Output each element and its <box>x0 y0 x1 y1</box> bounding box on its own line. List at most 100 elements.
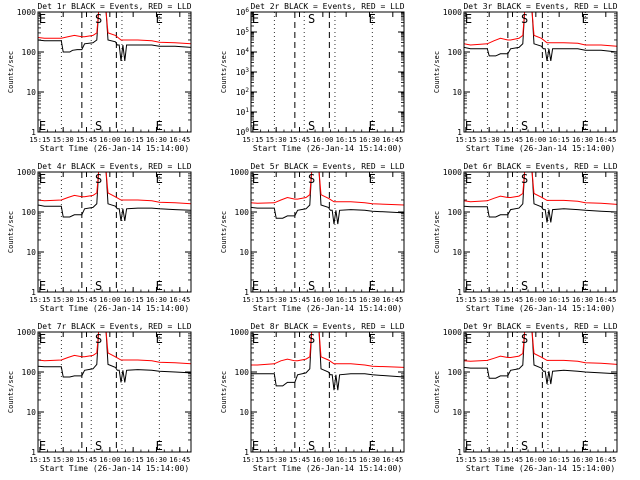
event-marker-label: E <box>39 172 46 186</box>
y-tick-label: 10 <box>239 248 249 257</box>
x-tick-label: 15:45 <box>502 456 523 464</box>
x-tick-label: 16:45 <box>595 296 616 304</box>
x-tick-label: 15:45 <box>502 136 523 144</box>
panel-title: Det 2r BLACK = Events, RED = LLD <box>250 2 404 11</box>
event-marker-label: E <box>39 12 46 26</box>
event-marker-label-bottom: E <box>582 119 589 133</box>
event-marker-label: S <box>95 172 102 186</box>
y-tick-label: 1000 <box>17 328 36 337</box>
event-marker-label-bottom: E <box>465 279 472 293</box>
y-tick-label: 100 <box>22 368 37 377</box>
event-marker-label-bottom: S <box>95 439 102 453</box>
x-tick-label: 16:15 <box>336 456 357 464</box>
panel-det-9r: Det 9r BLACK = Events, RED = LLDEESSEE11… <box>433 322 618 473</box>
x-axis-label: Start Time (26-Jan-14 15:14:00) <box>253 304 402 313</box>
plot-area <box>251 332 404 391</box>
event-marker-label-bottom: E <box>582 439 589 453</box>
panel-det-2r: Det 2r BLACK = Events, RED = LLDEESSEE10… <box>220 2 405 153</box>
event-marker-label: S <box>521 172 528 186</box>
event-marker-label: S <box>521 12 528 26</box>
panel-title: Det 5r BLACK = Events, RED = LLD <box>250 162 404 171</box>
y-axis-label: Counts/sec <box>433 51 441 93</box>
x-tick-label: 16:45 <box>169 456 190 464</box>
x-tick-label: 16:15 <box>549 296 570 304</box>
x-tick-label: 16:30 <box>359 296 380 304</box>
lld-series-line <box>464 332 617 365</box>
event-marker-label-bottom: E <box>156 439 163 453</box>
y-axis-label: Counts/sec <box>7 51 15 93</box>
event-marker-label-bottom: E <box>156 279 163 293</box>
panel-frame <box>463 171 618 293</box>
panel-title: Det 7r BLACK = Events, RED = LLD <box>37 322 191 331</box>
plot-area <box>38 12 191 61</box>
plot-area <box>38 332 191 383</box>
event-marker-label-bottom: S <box>521 119 528 133</box>
y-tick-label: 100 <box>235 368 250 377</box>
x-tick-label: 16:00 <box>525 456 546 464</box>
x-tick-label: 15:45 <box>289 136 310 144</box>
x-tick-label: 15:15 <box>242 456 263 464</box>
event-marker-label: S <box>521 332 528 346</box>
x-tick-label: 16:15 <box>123 296 144 304</box>
event-marker-label-bottom: E <box>252 279 259 293</box>
event-marker-label-bottom: S <box>308 439 315 453</box>
x-tick-label: 15:30 <box>266 296 287 304</box>
event-marker-label: E <box>39 332 46 346</box>
event-marker-label-bottom: E <box>252 119 259 133</box>
y-tick-label: 100 <box>22 208 37 217</box>
y-tick-label: 1 <box>457 288 462 297</box>
y-tick-label: 104 <box>236 47 250 57</box>
y-tick-label: 1 <box>244 448 249 457</box>
y-tick-label: 103 <box>236 67 250 77</box>
x-tick-label: 16:30 <box>359 456 380 464</box>
y-tick-label: 100 <box>236 127 250 137</box>
event-marker-label: E <box>465 172 472 186</box>
x-tick-label: 16:15 <box>549 136 570 144</box>
x-tick-label: 15:15 <box>455 456 476 464</box>
panel-frame <box>37 171 192 293</box>
y-tick-label: 10 <box>452 408 462 417</box>
y-tick-label: 1 <box>31 288 36 297</box>
x-tick-label: 15:15 <box>29 136 50 144</box>
event-marker-label-bottom: E <box>465 119 472 133</box>
x-tick-label: 16:30 <box>572 456 593 464</box>
y-tick-label: 102 <box>236 87 250 97</box>
lld-series-line <box>464 12 617 47</box>
y-tick-label: 1 <box>244 288 249 297</box>
event-marker-label-bottom: E <box>465 439 472 453</box>
x-tick-label: 16:45 <box>595 456 616 464</box>
x-tick-label: 16:30 <box>146 296 167 304</box>
plot-area <box>464 12 617 61</box>
event-marker-label: E <box>156 332 163 346</box>
y-tick-label: 100 <box>448 48 463 57</box>
panel-det-7r: Det 7r BLACK = Events, RED = LLDEESSEE11… <box>7 322 192 473</box>
event-marker-label: E <box>252 172 259 186</box>
event-marker-label: S <box>95 332 102 346</box>
panel-frame <box>37 331 192 453</box>
event-marker-label-bottom: E <box>156 119 163 133</box>
event-marker-label-bottom: E <box>39 279 46 293</box>
events-series-line <box>38 172 191 221</box>
x-tick-label: 16:15 <box>123 136 144 144</box>
x-tick-label: 15:45 <box>76 136 97 144</box>
panel-title: Det 4r BLACK = Events, RED = LLD <box>37 162 191 171</box>
plot-area <box>38 172 191 221</box>
y-tick-label: 105 <box>236 27 250 37</box>
x-tick-label: 15:30 <box>479 456 500 464</box>
x-tick-label: 15:30 <box>53 136 74 144</box>
panel-det-6r: Det 6r BLACK = Events, RED = LLDEESSEE11… <box>433 162 618 313</box>
x-tick-label: 15:15 <box>242 136 263 144</box>
y-tick-label: 1000 <box>443 8 462 17</box>
x-tick-label: 16:30 <box>572 296 593 304</box>
y-axis-label: Counts/sec <box>7 211 15 253</box>
plot-area <box>464 332 617 385</box>
panel-frame <box>463 331 618 453</box>
x-tick-label: 16:30 <box>572 136 593 144</box>
x-tick-label: 15:15 <box>455 296 476 304</box>
event-marker-label-bottom: S <box>308 119 315 133</box>
x-axis-label: Start Time (26-Jan-14 15:14:00) <box>466 464 615 473</box>
x-tick-label: 16:45 <box>382 296 403 304</box>
event-marker-label: E <box>582 172 589 186</box>
